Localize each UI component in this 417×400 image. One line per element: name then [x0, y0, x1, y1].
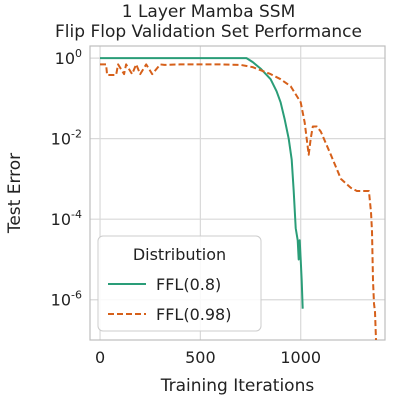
- chart-title: 1 Layer Mamba SSM: [121, 2, 296, 22]
- x-axis-label: Training Iterations: [160, 376, 315, 396]
- chart-subtitle: Flip Flop Validation Set Performance: [55, 22, 362, 42]
- x-tick-label-0: 0: [95, 348, 105, 367]
- y-tick-label-3: 10-6: [51, 289, 82, 310]
- y-axis-label: Test Error: [5, 153, 25, 234]
- legend-label-1: FFL(0.98): [156, 305, 231, 324]
- x-tick-label-1: 500: [185, 348, 216, 367]
- legend-label-0: FFL(0.8): [156, 275, 221, 294]
- legend-box: [97, 235, 262, 332]
- y-tick-label-0: 100: [55, 47, 82, 68]
- y-tick-label-1: 10-2: [51, 128, 82, 149]
- plot-area-border: [89, 45, 386, 341]
- series-line-0: [100, 57, 304, 309]
- series-line-1: [100, 63, 377, 341]
- x-tick-label-2: 1000: [280, 348, 321, 367]
- legend-title: Distribution: [133, 245, 226, 264]
- y-tick-label-2: 10-4: [51, 208, 82, 229]
